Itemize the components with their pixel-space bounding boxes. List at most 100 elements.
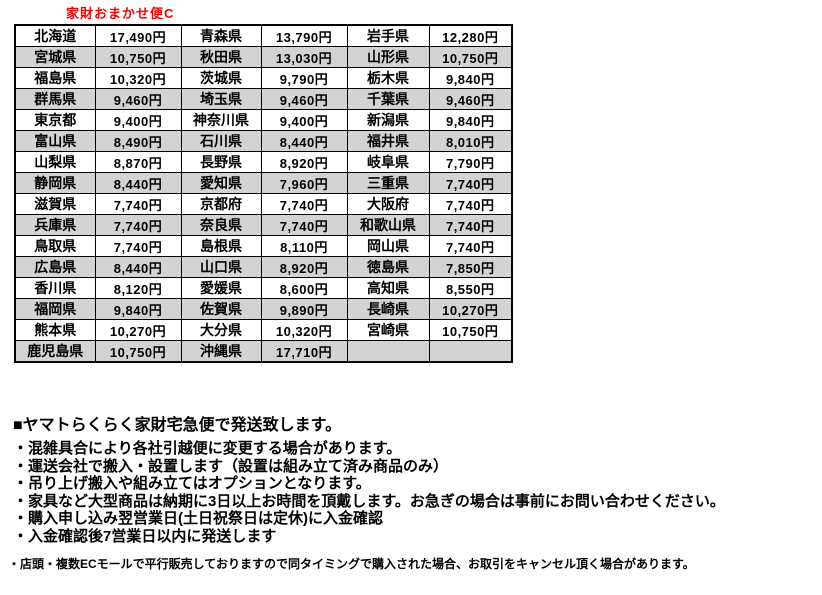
price-cell: 8,440円 (94, 172, 182, 194)
prefecture-cell: 鹿児島県 (14, 340, 96, 363)
price-cell: 9,890円 (260, 298, 348, 320)
prefecture-cell: 福島県 (14, 67, 96, 89)
prefecture-cell: 栃木県 (346, 67, 430, 89)
price-cell: 8,110円 (260, 235, 348, 257)
prefecture-cell: 徳島県 (346, 256, 430, 278)
prefecture-cell: 埼玉県 (180, 88, 262, 110)
prefecture-cell: 石川県 (180, 130, 262, 152)
price-cell: 8,120円 (94, 277, 182, 299)
table-row: 鳥取県 7,740円 島根県 8,110円 岡山県 7,740円 (14, 235, 513, 257)
notes-list: ・混雑具合により各社引越便に変更する場合があります。 ・運送会社で搬入・設置しま… (13, 440, 725, 545)
price-cell: 8,600円 (260, 277, 348, 299)
price-cell: 7,740円 (428, 172, 513, 194)
price-cell (428, 340, 513, 363)
prefecture-cell: 大分県 (180, 319, 262, 341)
price-cell: 7,740円 (428, 235, 513, 257)
table-row: 富山県 8,490円 石川県 8,440円 福井県 8,010円 (14, 130, 513, 152)
prefecture-cell: 広島県 (14, 256, 96, 278)
prefecture-cell: 佐賀県 (180, 298, 262, 320)
shipping-plan-title: 家財おまかせ便C (66, 6, 175, 21)
price-cell: 7,960円 (260, 172, 348, 194)
table-row: 滋賀県 7,740円 京都府 7,740円 大阪府 7,740円 (14, 193, 513, 215)
prefecture-cell: 東京都 (14, 109, 96, 131)
table-row: 東京都 9,400円 神奈川県 9,400円 新潟県 9,840円 (14, 109, 513, 131)
table-row: 宮城県 10,750円 秋田県 13,030円 山形県 10,750円 (14, 46, 513, 68)
prefecture-cell: 鳥取県 (14, 235, 96, 257)
price-cell: 10,270円 (94, 319, 182, 341)
price-cell: 7,740円 (94, 214, 182, 236)
price-cell: 7,740円 (428, 193, 513, 215)
prefecture-cell: 愛知県 (180, 172, 262, 194)
price-cell: 9,400円 (260, 109, 348, 131)
price-cell: 7,740円 (94, 235, 182, 257)
price-cell: 7,740円 (260, 193, 348, 215)
price-cell: 17,710円 (260, 340, 348, 363)
price-cell: 9,790円 (260, 67, 348, 89)
prefecture-cell: 秋田県 (180, 46, 262, 68)
prefecture-cell: 香川県 (14, 277, 96, 299)
price-cell: 8,870円 (94, 151, 182, 173)
prefecture-cell: 神奈川県 (180, 109, 262, 131)
table-row: 広島県 8,440円 山口県 8,920円 徳島県 7,850円 (14, 256, 513, 278)
prefecture-cell: 福岡県 (14, 298, 96, 320)
price-cell: 9,460円 (260, 88, 348, 110)
note-item: ・混雑具合により各社引越便に変更する場合があります。 (13, 440, 402, 457)
table-row: 群馬県 9,460円 埼玉県 9,460円 千葉県 9,460円 (14, 88, 513, 110)
prefecture-cell: 宮崎県 (346, 319, 430, 341)
prefecture-cell (346, 340, 430, 363)
table-row: 兵庫県 7,740円 奈良県 7,740円 和歌山県 7,740円 (14, 214, 513, 236)
prefecture-cell: 熊本県 (14, 319, 96, 341)
price-cell: 7,740円 (94, 193, 182, 215)
shipping-fee-table-body: 北海道 17,490円 青森県 13,790円 岩手県 12,280円 宮城県 10,750円… (14, 24, 513, 363)
prefecture-cell: 沖縄県 (180, 340, 262, 363)
price-cell: 10,750円 (428, 319, 513, 341)
price-cell: 7,850円 (428, 256, 513, 278)
price-cell: 8,550円 (428, 277, 513, 299)
table-row: 香川県 8,120円 愛媛県 8,600円 高知県 8,550円 (14, 277, 513, 299)
prefecture-cell: 静岡県 (14, 172, 96, 194)
prefecture-cell: 京都府 (180, 193, 262, 215)
price-cell: 10,270円 (428, 298, 513, 320)
note-item: ・吊り上げ搬入や組み立てはオプションとなります。 (13, 475, 371, 492)
prefecture-cell: 滋賀県 (14, 193, 96, 215)
shipping-fee-table: 北海道 17,490円 青森県 13,790円 岩手県 12,280円 宮城県 10,750円… (14, 24, 513, 363)
prefecture-cell: 富山県 (14, 130, 96, 152)
price-cell: 7,740円 (260, 214, 348, 236)
prefecture-cell: 北海道 (14, 24, 96, 47)
price-cell: 17,490円 (94, 24, 182, 47)
footnote: ・店頭・複数ECモールで平行販売しておりますので同タイミングで購入された場合、お… (8, 557, 695, 571)
prefecture-cell: 群馬県 (14, 88, 96, 110)
table-row: 熊本県 10,270円 大分県 10,320円 宮崎県 10,750円 (14, 319, 513, 341)
prefecture-cell: 青森県 (180, 24, 262, 47)
price-cell: 7,740円 (428, 214, 513, 236)
price-cell: 8,010円 (428, 130, 513, 152)
price-cell: 8,920円 (260, 151, 348, 173)
prefecture-cell: 山口県 (180, 256, 262, 278)
price-cell: 9,400円 (94, 109, 182, 131)
price-cell: 12,280円 (428, 24, 513, 47)
prefecture-cell: 島根県 (180, 235, 262, 257)
price-cell: 7,790円 (428, 151, 513, 173)
price-cell: 10,750円 (94, 46, 182, 68)
prefecture-cell: 長崎県 (346, 298, 430, 320)
price-cell: 8,440円 (94, 256, 182, 278)
prefecture-cell: 和歌山県 (346, 214, 430, 236)
prefecture-cell: 岐阜県 (346, 151, 430, 173)
price-cell: 9,460円 (94, 88, 182, 110)
table-row: 静岡県 8,440円 愛知県 7,960円 三重県 7,740円 (14, 172, 513, 194)
price-cell: 10,320円 (94, 67, 182, 89)
price-cell: 13,790円 (260, 24, 348, 47)
prefecture-cell: 長野県 (180, 151, 262, 173)
price-cell: 10,750円 (94, 340, 182, 363)
prefecture-cell: 大阪府 (346, 193, 430, 215)
prefecture-cell: 山梨県 (14, 151, 96, 173)
note-item: ・購入申し込み翌営業日(土日祝祭日は定休)に入金確認 (13, 510, 383, 527)
table-row: 鹿児島県 10,750円 沖縄県 17,710円 (14, 340, 513, 363)
table-row: 福岡県 9,840円 佐賀県 9,890円 長崎県 10,270円 (14, 298, 513, 320)
price-cell: 9,460円 (428, 88, 513, 110)
table-row: 北海道 17,490円 青森県 13,790円 岩手県 12,280円 (14, 24, 513, 47)
table-row: 山梨県 8,870円 長野県 8,920円 岐阜県 7,790円 (14, 151, 513, 173)
prefecture-cell: 奈良県 (180, 214, 262, 236)
prefecture-cell: 茨城県 (180, 67, 262, 89)
